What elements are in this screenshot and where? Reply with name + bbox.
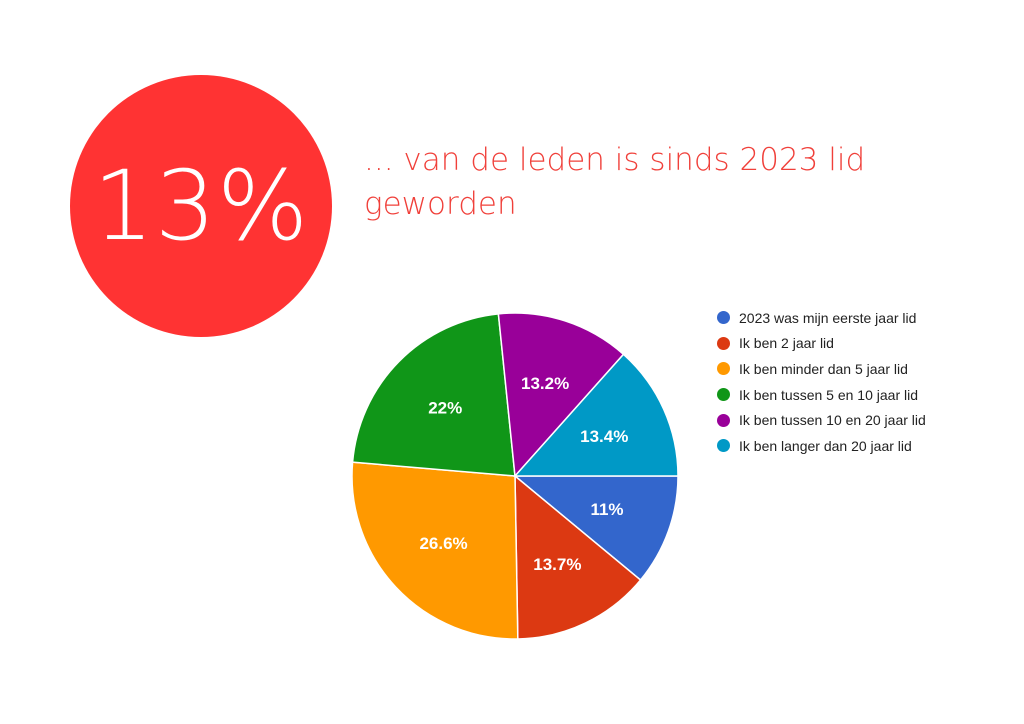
legend-item-5: Ik ben tussen 10 en 20 jaar lid xyxy=(717,407,926,433)
pie-slice-5 xyxy=(497,312,625,478)
highlight-value: 13% xyxy=(92,150,310,262)
legend-swatch-4 xyxy=(717,388,730,402)
legend-swatch-6 xyxy=(717,439,730,453)
legend-swatch-2 xyxy=(717,336,730,350)
legend-item-4: Ik ben tussen 5 en 10 jaar lid xyxy=(717,382,926,408)
legend-swatch-1 xyxy=(717,311,730,325)
chart-legend: 2023 was mijn eerste jaar lid Ik ben 2 ja… xyxy=(717,305,926,459)
legend-label-5: Ik ben tussen 10 en 20 jaar lid xyxy=(739,412,926,429)
pie-slice-label-2: 13.7% xyxy=(533,555,581,574)
pie-slice-label-6: 13.4% xyxy=(580,427,628,446)
legend-item-6: Ik ben langer dan 20 jaar lid xyxy=(717,433,926,459)
legend-swatch-3 xyxy=(717,362,730,376)
pie-slice-label-5: 13.2% xyxy=(521,374,569,393)
legend-item-3: Ik ben minder dan 5 jaar lid xyxy=(717,356,926,382)
pie-slice-4 xyxy=(351,313,516,477)
pie-slice-label-1: 11% xyxy=(590,500,623,519)
legend-swatch-5 xyxy=(717,413,730,427)
highlight-circle: 13% xyxy=(70,75,332,337)
pie-slice-1 xyxy=(512,475,679,582)
highlight-text: ... van de leden is sinds 2023 lid gewor… xyxy=(364,142,866,222)
legend-label-1: 2023 was mijn eerste jaar lid xyxy=(739,309,917,326)
legend-label-2: Ik ben 2 jaar lid xyxy=(739,335,834,352)
pie-slice-3 xyxy=(351,461,519,640)
legend-item-1: 2023 was mijn eerste jaar lid xyxy=(717,305,926,331)
legend-label-3: Ik ben minder dan 5 jaar lid xyxy=(739,360,908,377)
legend-item-2: Ik ben 2 jaar lid xyxy=(717,331,926,357)
pie-slice-label-3: 26.6% xyxy=(419,534,467,553)
pie-slice-label-4: 22% xyxy=(428,398,462,417)
pie-slice-2 xyxy=(514,474,642,640)
legend-label-6: Ik ben langer dan 20 jaar lid xyxy=(739,437,912,454)
legend-label-4: Ik ben tussen 5 en 10 jaar lid xyxy=(739,386,919,403)
pie-slice-6 xyxy=(513,353,679,477)
